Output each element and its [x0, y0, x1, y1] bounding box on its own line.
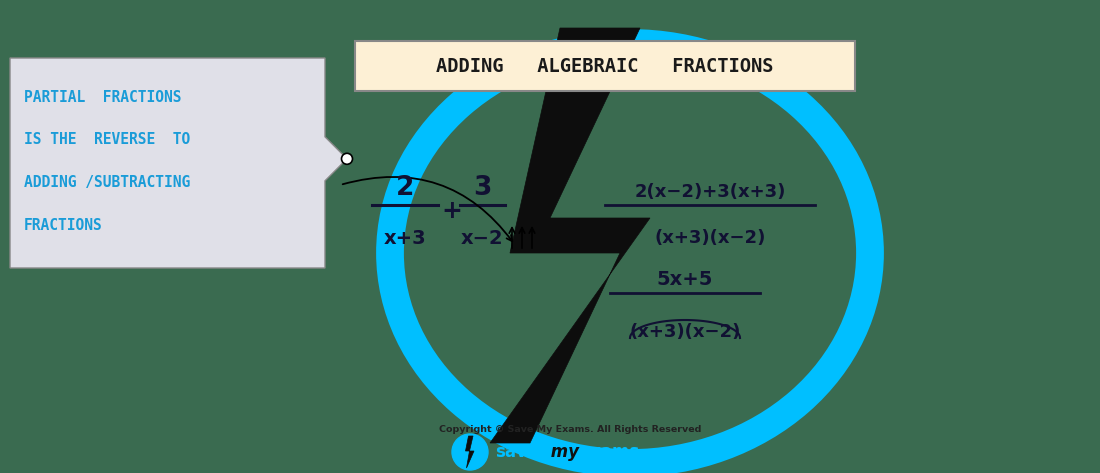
Text: (x+3)(x−2): (x+3)(x−2) [654, 229, 766, 247]
Text: FRACTIONS: FRACTIONS [24, 219, 102, 234]
Text: +: + [441, 199, 462, 223]
Text: 2(x−2)+3(x+3): 2(x−2)+3(x+3) [635, 183, 785, 201]
Polygon shape [465, 436, 474, 468]
Polygon shape [10, 58, 346, 268]
Text: my: my [544, 443, 579, 461]
Text: 5x+5: 5x+5 [657, 270, 713, 289]
Text: x+3: x+3 [384, 229, 427, 248]
Text: exams: exams [573, 443, 639, 461]
Text: PARTIAL  FRACTIONS: PARTIAL FRACTIONS [24, 90, 182, 105]
FancyBboxPatch shape [355, 41, 855, 91]
Polygon shape [490, 28, 650, 443]
Text: (x+3)(x−2): (x+3)(x−2) [629, 323, 740, 341]
Circle shape [341, 153, 352, 164]
Circle shape [452, 434, 488, 470]
Text: save: save [495, 443, 538, 461]
Text: 3: 3 [473, 175, 492, 201]
Text: ADDING /SUBTRACTING: ADDING /SUBTRACTING [24, 175, 190, 191]
Text: x−2: x−2 [461, 229, 504, 248]
Text: Copyright © Save My Exams. All Rights Reserved: Copyright © Save My Exams. All Rights Re… [439, 424, 701, 433]
Text: ADDING   ALGEBRAIC   FRACTIONS: ADDING ALGEBRAIC FRACTIONS [437, 56, 773, 76]
Text: IS THE  REVERSE  TO: IS THE REVERSE TO [24, 132, 190, 148]
Text: 2: 2 [396, 175, 415, 201]
